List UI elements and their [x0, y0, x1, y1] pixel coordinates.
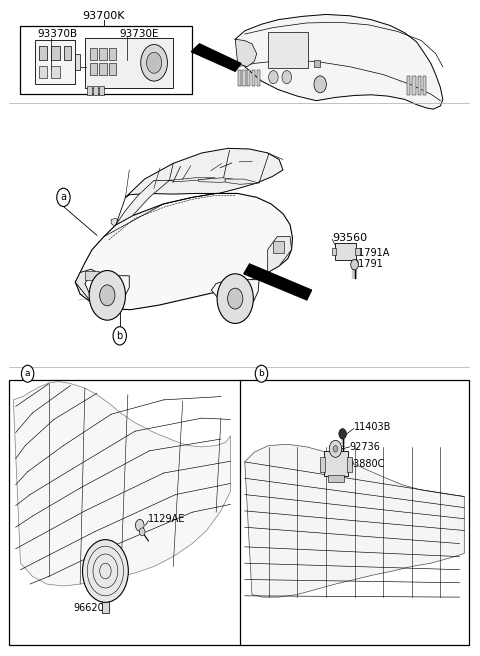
- Bar: [99, 63, 107, 75]
- Bar: [90, 49, 97, 60]
- Bar: [51, 47, 60, 60]
- Polygon shape: [211, 279, 259, 308]
- Bar: [64, 47, 71, 60]
- Bar: [252, 70, 255, 87]
- Circle shape: [255, 365, 268, 382]
- Circle shape: [333, 445, 338, 452]
- Polygon shape: [13, 382, 230, 586]
- Bar: [242, 70, 246, 87]
- Bar: [336, 243, 357, 260]
- Bar: [268, 32, 308, 68]
- Bar: [274, 241, 284, 253]
- Text: 93370B: 93370B: [37, 29, 77, 39]
- Bar: [109, 49, 116, 60]
- Text: 1129AE: 1129AE: [148, 514, 186, 523]
- Bar: [407, 76, 410, 96]
- Circle shape: [146, 52, 162, 73]
- Circle shape: [139, 528, 145, 536]
- Circle shape: [314, 76, 326, 93]
- Polygon shape: [111, 218, 120, 226]
- Bar: [35, 40, 75, 85]
- Text: 96620B: 96620B: [73, 603, 111, 613]
- Circle shape: [57, 188, 70, 207]
- Polygon shape: [268, 237, 291, 272]
- Text: a: a: [60, 192, 66, 202]
- Bar: [99, 49, 107, 60]
- Polygon shape: [75, 269, 116, 308]
- Bar: [412, 76, 416, 96]
- Text: 91791: 91791: [352, 259, 383, 269]
- Bar: [238, 70, 241, 87]
- Text: a: a: [25, 369, 30, 379]
- Bar: [324, 451, 348, 476]
- Bar: [247, 70, 251, 87]
- Polygon shape: [244, 264, 312, 300]
- Text: 11403B: 11403B: [354, 422, 391, 432]
- Circle shape: [269, 71, 278, 84]
- Bar: [257, 70, 260, 87]
- Text: 92736: 92736: [350, 442, 381, 452]
- Bar: [85, 270, 99, 279]
- Circle shape: [217, 274, 253, 323]
- Circle shape: [282, 71, 291, 84]
- Text: 93700K: 93700K: [83, 10, 125, 21]
- Bar: [332, 248, 336, 255]
- Text: 93730E: 93730E: [120, 29, 159, 39]
- Polygon shape: [235, 39, 257, 67]
- Polygon shape: [245, 444, 464, 597]
- Polygon shape: [116, 180, 169, 225]
- Polygon shape: [235, 14, 443, 109]
- Bar: [94, 87, 98, 96]
- Bar: [320, 457, 325, 472]
- Bar: [328, 475, 344, 482]
- Text: b: b: [117, 331, 123, 341]
- Bar: [85, 38, 173, 88]
- Bar: [423, 76, 426, 96]
- Circle shape: [83, 540, 128, 602]
- Circle shape: [329, 440, 342, 457]
- Circle shape: [228, 288, 243, 309]
- Bar: [87, 87, 92, 96]
- Polygon shape: [225, 179, 259, 184]
- Bar: [418, 76, 421, 96]
- Polygon shape: [85, 276, 129, 303]
- Bar: [356, 248, 360, 255]
- Polygon shape: [198, 178, 242, 182]
- Circle shape: [135, 520, 144, 531]
- Circle shape: [113, 327, 126, 345]
- Polygon shape: [125, 148, 283, 197]
- Bar: [102, 600, 109, 613]
- Bar: [38, 47, 47, 60]
- Circle shape: [351, 259, 359, 270]
- Polygon shape: [75, 194, 292, 310]
- Bar: [75, 54, 80, 70]
- Circle shape: [339, 428, 347, 439]
- Circle shape: [100, 285, 115, 306]
- Text: b: b: [259, 369, 264, 379]
- Bar: [21, 26, 192, 94]
- Bar: [90, 63, 97, 75]
- Text: 93560: 93560: [332, 233, 367, 243]
- Bar: [109, 63, 116, 75]
- Bar: [348, 457, 352, 472]
- Bar: [51, 66, 60, 78]
- Circle shape: [89, 270, 125, 320]
- Circle shape: [22, 365, 34, 382]
- Polygon shape: [192, 44, 241, 72]
- Text: 91791A: 91791A: [352, 248, 390, 258]
- Bar: [9, 380, 469, 645]
- Bar: [38, 66, 47, 78]
- Bar: [314, 60, 320, 67]
- Text: 93880C: 93880C: [348, 459, 385, 469]
- Polygon shape: [169, 178, 215, 182]
- Circle shape: [141, 45, 168, 81]
- Bar: [99, 87, 104, 96]
